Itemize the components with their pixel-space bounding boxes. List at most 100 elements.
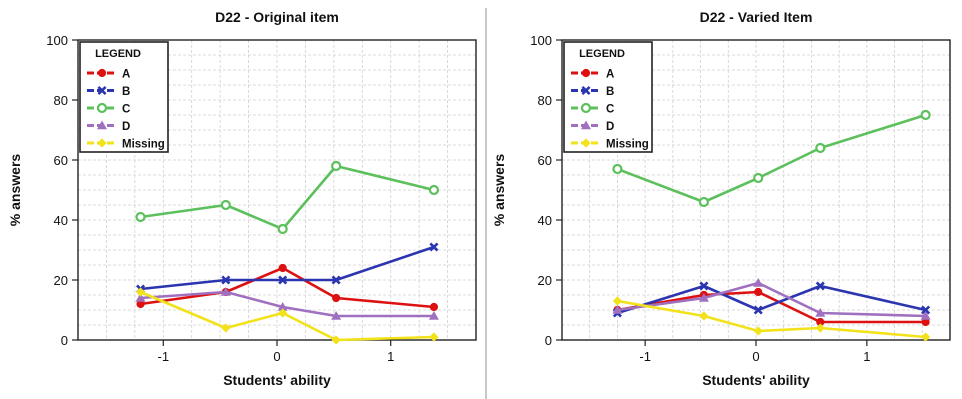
series-d <box>612 278 931 320</box>
series-missing <box>135 287 439 345</box>
legend-item-c: C <box>571 102 614 116</box>
legend-label: B <box>606 86 614 98</box>
x-tick-label: -1 <box>639 349 651 364</box>
legend-item-missing: Missing <box>87 138 165 151</box>
legend-swatch-marker <box>96 102 108 114</box>
legend-item-b: B <box>571 85 614 98</box>
x-tick-label: 1 <box>863 349 870 364</box>
legend-label: A <box>606 69 614 81</box>
x-tick-label: 1 <box>387 349 394 364</box>
data-point-b <box>921 305 931 315</box>
data-point-missing <box>331 335 341 345</box>
legend-label: D <box>122 121 130 133</box>
data-point-missing <box>221 323 231 333</box>
data-point-a <box>754 287 763 297</box>
y-tick-label: 100 <box>530 33 552 48</box>
legend-box <box>79 41 169 153</box>
legend-swatch-marker <box>581 85 591 96</box>
data-point-d <box>753 278 764 287</box>
legend-swatch-marker <box>581 68 591 78</box>
legend-title: LEGEND <box>579 48 625 60</box>
data-point-missing <box>612 296 623 306</box>
data-point-missing <box>815 323 825 333</box>
y-tick-label: 80 <box>538 93 552 108</box>
data-point-d <box>698 293 709 302</box>
legend-item-d: D <box>87 120 130 133</box>
data-point-c <box>135 211 146 223</box>
series-a <box>136 263 439 312</box>
legend-swatch-marker <box>97 120 107 130</box>
x-tick-label: 0 <box>752 349 759 364</box>
data-point-b <box>331 275 341 285</box>
data-point-missing <box>699 311 709 321</box>
series-line-a <box>140 266 435 309</box>
data-point-d <box>220 287 231 296</box>
legend-swatch-marker <box>97 68 107 78</box>
chart-title: D22 - Varied Item <box>700 9 813 25</box>
legend-item-a: A <box>571 69 614 81</box>
chart-original-item: D22 - Original item 0 20 40 60 80 100 -1 0 1 Stude… <box>7 9 477 388</box>
legend-label: A <box>122 69 130 81</box>
series-line-c <box>616 113 927 204</box>
data-point-c <box>698 196 709 208</box>
series-line-c <box>140 164 435 231</box>
legend-title: LEGEND <box>95 48 141 60</box>
y-axis-label: % answers <box>7 154 23 227</box>
series-line-b <box>140 245 435 291</box>
legend-swatch-marker <box>97 85 107 96</box>
series-d <box>135 287 439 320</box>
legend-item-missing: Missing <box>571 138 649 151</box>
data-point-c <box>920 109 931 121</box>
legend-label: C <box>122 104 130 116</box>
y-tick-label: 80 <box>54 93 68 108</box>
data-point-c <box>753 172 764 184</box>
legend-label: Missing <box>122 139 165 151</box>
x-tick-label: -1 <box>158 349 170 364</box>
x-tick-label: 0 <box>273 349 280 364</box>
data-point-b <box>221 275 231 285</box>
series-line-missing <box>617 299 926 339</box>
y-tick-label: 0 <box>61 333 68 348</box>
legend-swatch-marker <box>97 138 107 148</box>
data-point-b <box>815 281 825 291</box>
data-point-d <box>277 302 288 311</box>
y-tick-label: 60 <box>54 153 68 168</box>
series-a <box>613 287 930 327</box>
series-c <box>135 160 440 235</box>
data-point-a <box>429 302 439 312</box>
data-point-c <box>428 184 440 196</box>
data-point-d <box>815 308 826 317</box>
legend-item-d: D <box>571 120 614 133</box>
panel-divider <box>485 8 487 399</box>
y-axis-label: % answers <box>491 154 507 227</box>
data-point-c <box>612 163 623 175</box>
y-tick-label: 100 <box>46 33 68 48</box>
legend-label: D <box>606 121 614 133</box>
data-point-b <box>699 281 709 291</box>
data-point-missing <box>753 326 763 336</box>
data-point-d <box>428 311 439 320</box>
data-point-a <box>332 293 341 303</box>
data-point-b <box>278 275 288 285</box>
data-point-a <box>278 263 287 273</box>
data-point-missing <box>135 287 146 297</box>
legend-item-a: A <box>87 69 130 81</box>
legend-label: C <box>606 104 614 116</box>
data-point-b <box>429 242 439 252</box>
data-point-missing <box>921 332 931 342</box>
series-missing <box>612 296 931 342</box>
legend-box <box>563 41 653 153</box>
data-point-c <box>815 142 826 154</box>
legend-label: B <box>122 86 130 98</box>
x-axis-label: Students' ability <box>223 372 331 388</box>
y-tick-label: 60 <box>538 153 552 168</box>
series-c <box>612 109 931 208</box>
legend-swatch-marker <box>581 120 591 130</box>
data-point-d <box>612 305 623 314</box>
data-point-b <box>753 305 763 315</box>
y-tick-label: 20 <box>538 273 552 288</box>
data-point-c <box>220 199 231 211</box>
data-point-d <box>135 293 146 302</box>
legend-item-c: C <box>87 102 130 116</box>
